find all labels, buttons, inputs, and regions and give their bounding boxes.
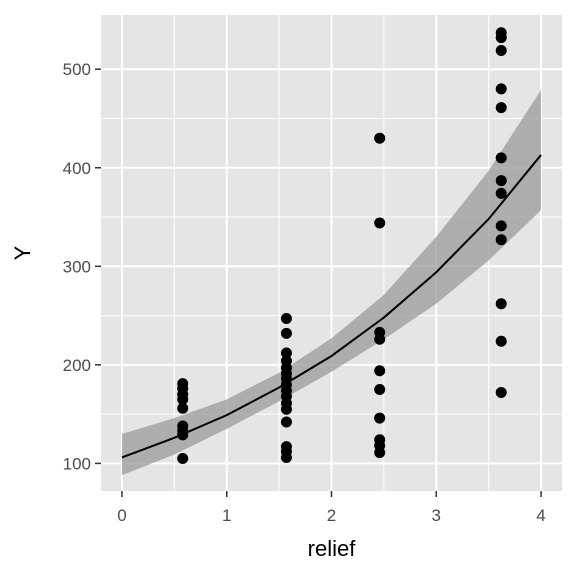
data-point [177, 429, 189, 441]
data-point [495, 152, 507, 164]
confidence-band [121, 89, 542, 476]
data-point [374, 412, 386, 424]
x-axis-ticks: 0 1 2 3 4 [117, 491, 546, 525]
y-tick-label: 500 [63, 60, 91, 79]
y-tick-label: 400 [63, 159, 91, 178]
data-points [177, 27, 507, 464]
data-point [495, 335, 507, 347]
y-axis-ticks: 100 200 300 400 500 [63, 60, 101, 473]
data-point [495, 102, 507, 114]
x-tick-label: 4 [536, 506, 545, 525]
data-point [374, 447, 386, 459]
data-point [280, 327, 292, 339]
data-point [177, 402, 189, 414]
data-point [495, 187, 507, 199]
x-tick-label: 1 [222, 506, 231, 525]
y-axis-title: Y [10, 245, 35, 260]
data-point [495, 83, 507, 95]
data-point [495, 32, 507, 44]
data-point [374, 383, 386, 395]
data-point [374, 217, 386, 229]
data-point [280, 313, 292, 325]
data-point [374, 333, 386, 345]
y-tick-label: 300 [63, 257, 91, 276]
fit-line [121, 154, 542, 459]
y-tick-label: 100 [63, 454, 91, 473]
y-tick-label: 200 [63, 356, 91, 375]
data-point [374, 132, 386, 144]
x-tick-label: 3 [432, 506, 441, 525]
x-tick-label: 0 [117, 506, 126, 525]
x-tick-label: 2 [327, 506, 336, 525]
data-point [280, 451, 292, 463]
data-point [495, 386, 507, 398]
data-point [495, 234, 507, 246]
data-point [280, 416, 292, 428]
data-point [495, 220, 507, 232]
data-point [495, 175, 507, 187]
data-point [495, 298, 507, 310]
data-point [374, 365, 386, 377]
data-point [177, 393, 189, 405]
data-point [280, 347, 292, 359]
data-point [280, 403, 292, 415]
x-axis-title: relief [308, 536, 357, 561]
data-point [495, 44, 507, 56]
data-point [177, 452, 189, 464]
